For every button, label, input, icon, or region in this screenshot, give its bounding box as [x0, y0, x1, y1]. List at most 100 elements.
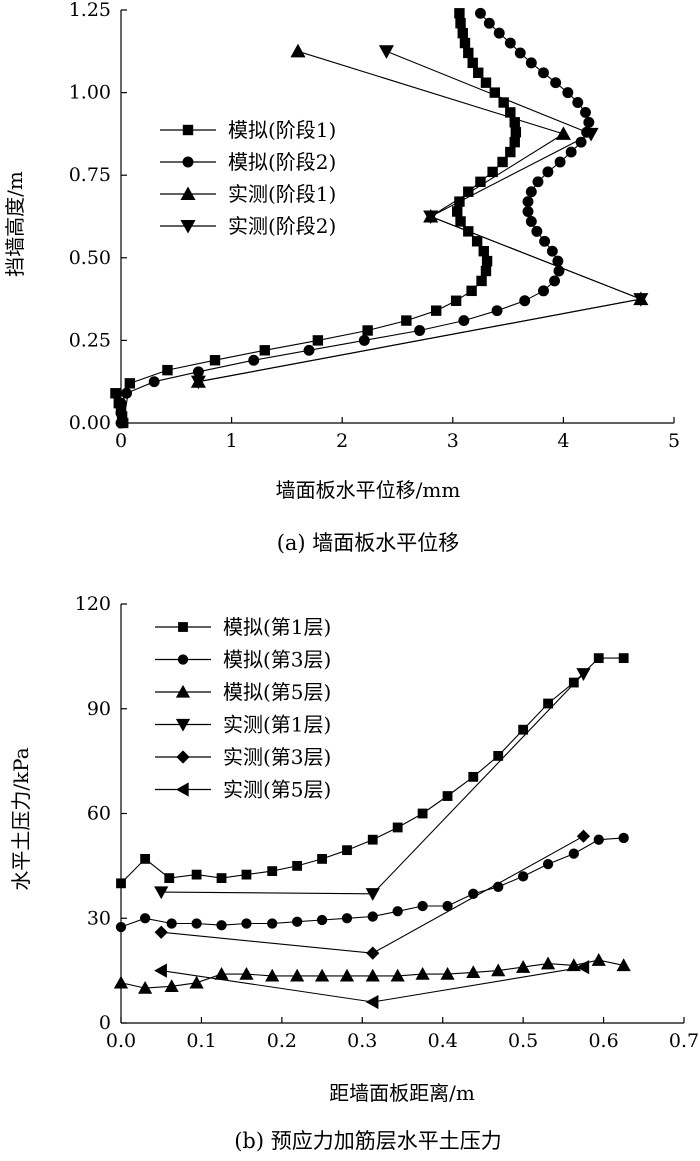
series-line [120, 12, 590, 423]
chart-a-ticks: 0 1 2 3 4 5 0.00 0.25 0.50 0.75 1.00 1.25 [69, 0, 680, 452]
data-point [516, 960, 531, 973]
data-point [303, 344, 315, 356]
data-point [452, 206, 463, 217]
data-point [241, 869, 252, 880]
data-point [290, 968, 305, 982]
data-point [493, 881, 504, 892]
data-point [498, 97, 509, 108]
data-point [458, 315, 470, 327]
data-point [148, 376, 160, 388]
data-point [493, 27, 505, 39]
data-point [546, 245, 558, 257]
data-point [442, 791, 453, 801]
y-tick-label: 90 [87, 698, 111, 720]
legend-marker [180, 186, 196, 201]
data-point [367, 911, 378, 922]
chart-a-caption: (a) 墙面板水平位移 [277, 531, 460, 555]
legend-entry: 实测(第1层) [155, 713, 331, 737]
data-point [471, 236, 483, 247]
data-point [239, 967, 254, 980]
legend-entry: 实测(第3层) [155, 745, 331, 769]
data-point [568, 677, 579, 688]
data-point [110, 388, 121, 399]
data-point [510, 127, 522, 138]
y-tick-label: 60 [87, 803, 111, 825]
data-point [267, 866, 278, 877]
data-point [365, 968, 380, 982]
data-point [214, 967, 229, 980]
x-tick-label: 3 [447, 430, 459, 452]
legend-label: 模拟(第3层) [223, 648, 331, 672]
series-1 [116, 653, 629, 889]
data-point [339, 968, 355, 982]
data-point [124, 378, 136, 389]
data-point [116, 878, 126, 889]
chart-b-earth-pressure: 0.0 0.1 0.2 0.3 0.4 0.5 0.6 0.7 0 30 60 90 120 模拟(第1… [9, 593, 699, 1153]
data-point [593, 834, 604, 845]
data-point [504, 37, 516, 49]
data-point [317, 853, 327, 864]
legend-marker [178, 622, 188, 632]
data-point [591, 953, 606, 966]
data-point [164, 979, 179, 993]
series-4 [154, 668, 591, 901]
data-point [505, 107, 516, 118]
data-point [378, 45, 394, 59]
legend-label: 模拟(阶段1) [228, 118, 336, 142]
legend-label: 模拟(第5层) [223, 680, 331, 704]
data-point [525, 215, 537, 227]
legend-entry: 实测(阶段2) [160, 214, 336, 238]
data-point [550, 77, 562, 89]
data-point [192, 366, 204, 378]
data-point [115, 417, 127, 429]
data-point [543, 698, 553, 709]
data-point [154, 925, 168, 939]
data-point [576, 960, 590, 975]
data-point [583, 127, 599, 142]
data-point [583, 116, 595, 128]
legend-entry: 实测(阶段1) [160, 182, 336, 206]
data-point [476, 275, 487, 287]
legend-marker [175, 684, 191, 698]
data-point [525, 57, 537, 69]
chart-a-displacement: 0 1 2 3 4 50.000.250.500.751.001.25 模拟(阶段1)模拟… [3, 0, 680, 555]
data-point [466, 285, 477, 297]
data-point [190, 375, 206, 390]
x-tick-label: 0.5 [508, 1030, 538, 1052]
legend-marker [182, 124, 194, 136]
data-point [442, 900, 453, 912]
data-point [467, 57, 478, 69]
data-point [457, 27, 468, 39]
series-6 [154, 960, 590, 1010]
series-1 [110, 8, 522, 429]
data-point [497, 156, 508, 168]
data-point [366, 946, 380, 960]
data-point [401, 315, 412, 326]
data-point [463, 47, 474, 59]
data-point [633, 293, 649, 307]
chart-a-xlabel: 墙面板水平位移/mm [276, 478, 461, 502]
data-point [618, 832, 629, 844]
data-point [290, 43, 306, 58]
data-point [555, 126, 571, 140]
data-point [532, 176, 544, 188]
data-point [459, 37, 471, 49]
legend-marker [182, 156, 194, 168]
y-tick-label: 120 [75, 593, 111, 615]
data-point [480, 77, 492, 88]
data-point [265, 968, 280, 982]
x-tick-label: 0.3 [347, 1030, 377, 1052]
data-point [474, 7, 486, 19]
x-tick-label: 1 [226, 430, 238, 452]
data-point [455, 216, 466, 227]
data-point [162, 364, 173, 376]
data-point [531, 225, 543, 237]
data-point [423, 210, 439, 225]
chart-a-ylabel: 挡墙高度/m [3, 171, 27, 277]
data-point [575, 136, 587, 148]
data-point [365, 888, 380, 901]
data-point [481, 255, 493, 267]
data-point [480, 265, 492, 277]
data-point [367, 834, 378, 845]
